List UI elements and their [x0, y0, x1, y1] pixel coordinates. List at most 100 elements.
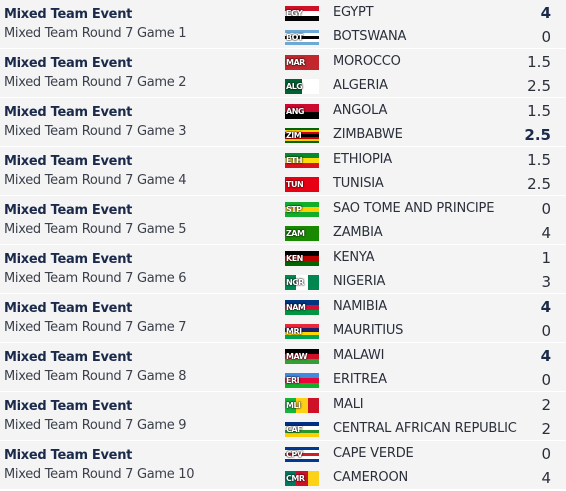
match-row: Mixed Team Event Mixed Team Round 7 Game …	[0, 392, 566, 440]
team-name: MALI	[333, 397, 364, 412]
flag-stripe	[285, 11, 319, 16]
flag	[285, 226, 319, 241]
flag-stripe	[285, 429, 319, 434]
team-score: 2.5	[527, 175, 551, 193]
team-name: ALGERIA	[333, 78, 388, 93]
flag-stripe	[285, 36, 319, 39]
flag-stripe	[285, 453, 319, 456]
flag-stripe	[285, 305, 319, 310]
flag	[285, 422, 319, 437]
flag-stripe	[285, 128, 319, 131]
country-code: MRI	[286, 327, 302, 336]
flag-stripe	[285, 275, 297, 290]
flag-stripe	[285, 158, 319, 163]
flag-stripe	[285, 324, 319, 328]
flag-stripe	[285, 79, 302, 94]
flag-stripe	[285, 30, 319, 33]
team-name: ZAMBIA	[333, 225, 383, 240]
round-name: Mixed Team Round 7 Game 1	[4, 26, 187, 41]
flag-stripe	[285, 177, 319, 192]
flag-stripe	[285, 456, 319, 459]
event-name: Mixed Team Event	[4, 448, 133, 463]
flag-stripe	[285, 354, 319, 359]
team-score: 0	[541, 371, 551, 389]
flag-stripe	[285, 6, 319, 11]
flag	[285, 251, 319, 266]
match-row: Mixed Team Event Mixed Team Round 7 Game …	[0, 49, 566, 97]
country-code: ANG	[286, 107, 304, 116]
flag	[285, 300, 319, 315]
flag-stripe	[285, 55, 319, 70]
flag-stripe	[285, 212, 319, 217]
team-score: 0	[541, 200, 551, 218]
team-score: 2	[541, 420, 551, 438]
flag-stripe	[285, 163, 319, 168]
flag-stripe	[285, 327, 319, 332]
event-name: Mixed Team Event	[4, 301, 133, 316]
flag-stripe	[285, 251, 319, 256]
flag	[285, 398, 319, 413]
flag-stripe	[285, 300, 319, 305]
team-score: 4	[541, 224, 551, 242]
flag	[285, 177, 319, 192]
flag	[285, 471, 319, 486]
flag-stripe	[307, 275, 319, 290]
flag-stripe	[285, 256, 319, 261]
country-code: EGY	[286, 9, 303, 18]
round-name: Mixed Team Round 7 Game 3	[4, 124, 187, 139]
flag-stripe	[285, 226, 319, 241]
country-code: NGR	[286, 278, 304, 287]
country-code: CAF	[286, 425, 303, 434]
team-name: BOTSWANA	[333, 29, 407, 44]
team-name: EGYPT	[333, 5, 374, 20]
event-name: Mixed Team Event	[4, 252, 133, 267]
event-name: Mixed Team Event	[4, 154, 133, 169]
flag-stripe	[285, 202, 319, 207]
flag-stripe	[285, 383, 319, 388]
flag-stripe	[285, 33, 319, 36]
team-name: ZIMBABWE	[333, 127, 403, 142]
flag-stripe	[307, 471, 319, 486]
round-name: Mixed Team Round 7 Game 5	[4, 222, 187, 237]
flag-stripe	[285, 447, 319, 450]
round-name: Mixed Team Round 7 Game 9	[4, 418, 187, 433]
team-score: 0	[541, 322, 551, 340]
team-score: 0	[541, 28, 551, 46]
team-name: ETHIOPIA	[333, 152, 392, 167]
team-score: 2	[541, 396, 551, 414]
flag-stripe	[285, 471, 297, 486]
flag	[285, 153, 319, 168]
team-name: KENYA	[333, 250, 375, 265]
flag-stripe	[285, 138, 319, 141]
flag-stripe	[285, 422, 319, 426]
country-code: ZIM	[286, 131, 302, 140]
team-score: 4	[541, 469, 551, 487]
team-name: NAMIBIA	[333, 299, 387, 314]
flag-stripe	[285, 39, 319, 42]
flag	[285, 128, 319, 143]
flag-stripe	[285, 134, 319, 137]
match-row: Mixed Team Event Mixed Team Round 7 Game …	[0, 147, 566, 195]
flag-stripe	[285, 433, 319, 437]
country-code: MLI	[286, 401, 301, 410]
flag-stripe	[296, 398, 308, 413]
flag-stripe	[285, 349, 319, 354]
team-score: 2.5	[527, 77, 551, 95]
team-name: SAO TOME AND PRINCIPE	[333, 201, 495, 216]
team-score: 1.5	[527, 53, 551, 71]
round-name: Mixed Team Round 7 Game 4	[4, 173, 187, 188]
match-row: Mixed Team Event Mixed Team Round 7 Game …	[0, 196, 566, 244]
flag-stripe	[285, 104, 319, 112]
team-name: ERITREA	[333, 372, 387, 387]
flag	[285, 79, 319, 94]
round-name: Mixed Team Round 7 Game 2	[4, 75, 187, 90]
flag-stripe	[285, 378, 319, 383]
team-score: 1	[541, 249, 551, 267]
flag	[285, 55, 319, 70]
team-name: CAMEROON	[333, 470, 409, 485]
match-row: Mixed Team Event Mixed Team Round 7 Game …	[0, 343, 566, 391]
team-score: 1.5	[527, 102, 551, 120]
country-code: CMR	[286, 474, 305, 483]
flag	[285, 324, 319, 339]
flag-stripe	[285, 425, 319, 430]
